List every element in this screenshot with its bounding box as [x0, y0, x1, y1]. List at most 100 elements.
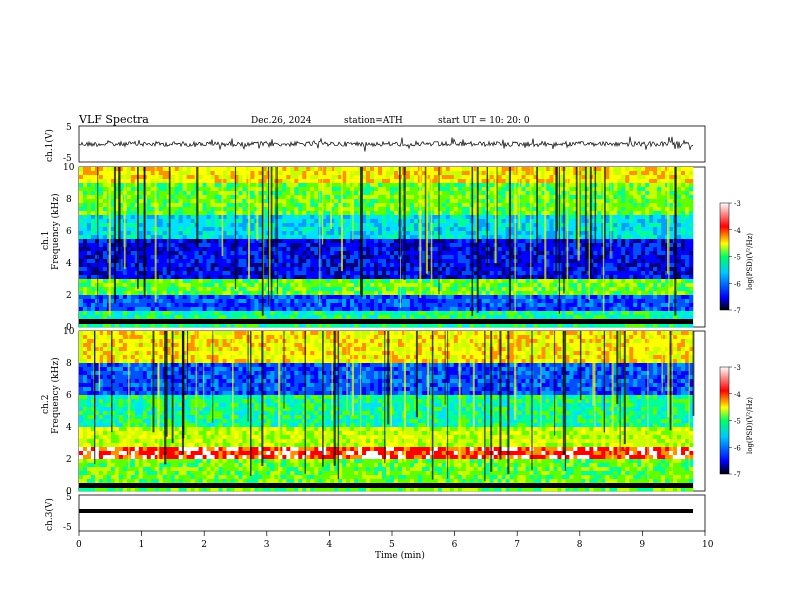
spectrogram-cell: [342, 219, 347, 224]
spectrogram-cell: [441, 231, 447, 236]
spectrogram-cell: [294, 251, 299, 256]
spectrogram-cell: [613, 283, 618, 288]
spectrogram-cell: [449, 263, 455, 268]
spectrogram-cell: [258, 183, 263, 188]
spectrogram-cell: [286, 227, 291, 232]
spectrogram-cell: [258, 291, 263, 296]
spectrogram-cell: [657, 223, 662, 228]
spectrogram-cell: [569, 195, 574, 200]
spectrogram-cell: [138, 243, 144, 248]
spectrogram-cell: [110, 231, 116, 236]
spectrogram-cell: [685, 219, 690, 224]
spectrogram-cell: [629, 223, 634, 228]
spectrogram-cell: [158, 263, 164, 268]
spectrogram-cell: [597, 211, 602, 216]
spectrogram-cell: [645, 199, 650, 204]
spectrogram-cell: [174, 243, 179, 248]
spectrogram-cell: [298, 255, 303, 260]
spectrogram-cell: [334, 271, 339, 276]
spectrogram-cell: [178, 235, 183, 240]
spectrogram-cell: [138, 271, 144, 276]
spectrogram-cell: [94, 243, 100, 248]
spectrogram-cell: [134, 243, 140, 248]
spectrogram-cell: [178, 271, 183, 276]
spectrogram-cell: [597, 191, 602, 196]
spectrogram-cell: [130, 283, 136, 288]
spectrogram-cell: [497, 291, 502, 296]
spectrogram-cell: [437, 219, 443, 224]
spectrogram-cell: [533, 239, 538, 244]
spectrogram-cell: [545, 211, 550, 216]
spectrogram-cell: [633, 187, 638, 192]
spectrogram-cell: [677, 231, 682, 236]
spectrogram-cell: [174, 259, 179, 264]
spectrogram-cell: [138, 191, 144, 196]
spectrogram-cell: [122, 283, 128, 288]
spectrogram-cell: [138, 167, 144, 172]
spectrogram-cell: [158, 279, 164, 284]
spectrogram-cell: [669, 279, 674, 284]
spectrogram-cell: [210, 167, 215, 172]
spectrogram-cell: [393, 171, 399, 176]
spectrogram-cell: [282, 219, 287, 224]
spectrogram-cell: [190, 195, 195, 200]
spectrogram-cell: [465, 223, 471, 228]
spectrogram-cell: [102, 235, 108, 240]
spectrogram-cell: [286, 287, 291, 292]
spectrogram-cell: [110, 167, 116, 172]
spectrogram-cell: [629, 167, 634, 172]
spectrogram-cell: [290, 187, 295, 192]
spectrogram-cell: [689, 243, 694, 248]
spectrogram-cell: [202, 255, 207, 260]
spectrogram-cell: [222, 275, 227, 280]
spectrogram-cell: [637, 227, 642, 232]
spectrogram-cell: [549, 255, 554, 260]
spectrogram-cell: [330, 207, 335, 212]
spectrogram-cell: [382, 215, 387, 220]
spectrogram-cell: [226, 203, 231, 208]
spectrogram-cell: [633, 235, 638, 240]
spectrogram-cell: [334, 231, 339, 236]
spectrogram-cell: [230, 247, 235, 252]
spectrogram-cell: [553, 271, 558, 276]
spectrogram-cell: [569, 275, 574, 280]
spectrogram-cell: [178, 255, 183, 260]
spectrogram-cell: [481, 207, 486, 212]
spectrogram-cell: [198, 219, 203, 224]
spectrogram-cell: [306, 215, 311, 220]
spectrogram-cell: [86, 243, 92, 248]
spectrogram-cell: [617, 223, 622, 228]
spectrogram-cell: [250, 235, 255, 240]
spectrogram-cell: [521, 255, 526, 260]
spectrogram-cell: [386, 235, 391, 240]
spectrogram-cell: [258, 207, 263, 212]
spectrogram-cell: [326, 219, 331, 224]
spectrogram-cell: [669, 223, 674, 228]
spectrogram-cell: [374, 175, 379, 180]
spectrogram-cell: [461, 255, 467, 260]
spectrogram-cell: [413, 271, 419, 276]
spectrogram-cell: [378, 239, 383, 244]
spectrogram-cell: [98, 215, 104, 220]
spectrogram-cell: [525, 291, 530, 296]
spectrogram-cell: [661, 251, 666, 256]
spectrogram-cell: [625, 279, 630, 284]
spectrogram-cell: [501, 291, 506, 296]
spectrogram-cell: [226, 291, 231, 296]
spectrogram-cell: [457, 243, 463, 248]
spectrogram-cell: [497, 183, 502, 188]
spectrogram-cell: [625, 195, 630, 200]
spectrogram-cell: [346, 231, 351, 236]
spectrogram-cell: [549, 179, 554, 184]
spectrogram-cell: [202, 239, 207, 244]
spectrogram-cell: [198, 295, 203, 300]
spectrogram-cell: [545, 235, 550, 240]
spectrogram-cell: [302, 183, 307, 188]
spectrogram-cell: [461, 175, 467, 180]
spectrogram-cell: [210, 279, 215, 284]
spectrogram-cell: [102, 187, 108, 192]
spectrogram-cell: [605, 291, 610, 296]
spectrogram-cell: [629, 287, 634, 292]
spectrogram-cell: [82, 183, 88, 188]
spectrogram-cell: [178, 179, 183, 184]
